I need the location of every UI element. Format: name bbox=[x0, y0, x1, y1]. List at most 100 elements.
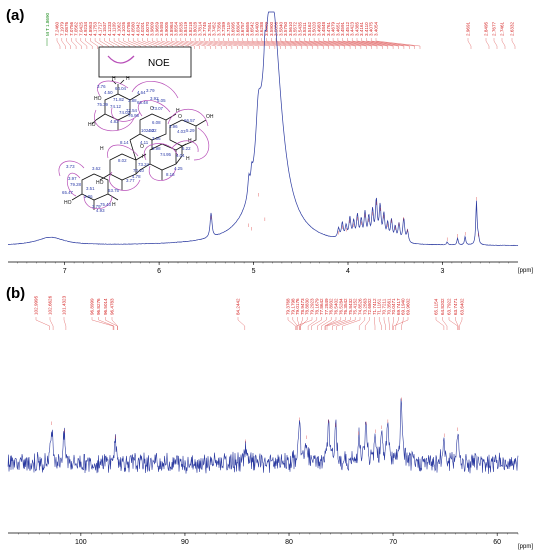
panel-a-peak-label: 7.0756 bbox=[69, 22, 74, 36]
panel-a-peak-marker: | bbox=[387, 222, 388, 227]
inset-shift-label: 3.73 bbox=[66, 164, 75, 169]
panel-a-label-connector bbox=[175, 38, 195, 49]
panel-b-tick-label: 80 bbox=[285, 539, 293, 546]
panel-b-peak-marker: | bbox=[245, 438, 246, 443]
panel-a-peak-label: 3.4110 bbox=[364, 22, 369, 36]
panel-a-peak-label: 4.9234 bbox=[83, 22, 88, 36]
inset-shift-label: 71.82 bbox=[113, 97, 125, 102]
panel-b-peak-label: 96.8999 bbox=[90, 298, 95, 315]
inset-shift-label: 4.25 bbox=[174, 166, 183, 171]
panel-a-peak-label: 3.6542 bbox=[250, 22, 255, 36]
panel-a-peak-label: 4.1062 bbox=[116, 22, 121, 36]
panel-a-peak-marker: | bbox=[478, 231, 479, 236]
panel-a-peak-label: 3.4983 bbox=[316, 22, 321, 36]
panel-b-peak-label: 74.8526 bbox=[358, 298, 363, 315]
panel-a-peak-label: 3.4761 bbox=[326, 22, 331, 36]
panel-a-peak-label: 3.5020 bbox=[312, 22, 317, 36]
panel-a-peak-label: 2.9691 bbox=[466, 22, 471, 36]
panel-b-label-connector bbox=[311, 317, 322, 330]
panel-b-label-connector bbox=[342, 317, 361, 330]
panel-b-spectrum: | | | | | | | | | | | | | | | | bbox=[7, 396, 519, 474]
panel-a-label-connector bbox=[199, 38, 222, 49]
panel-a-tick-label: 6 bbox=[157, 268, 161, 275]
panel-b-label-connector bbox=[455, 317, 459, 330]
panel-b-peak-marker: | bbox=[328, 418, 329, 423]
panel-a-peak-label: 2.7461 bbox=[500, 22, 505, 36]
panel-b-label-connector bbox=[111, 317, 118, 330]
inset-noe-arc bbox=[58, 160, 85, 177]
panel-a-peak-marker: | bbox=[476, 195, 477, 200]
panel-b-label-connector bbox=[383, 317, 386, 330]
panel-a-label-connector bbox=[66, 38, 71, 49]
panel-a-peak-marker: | bbox=[357, 215, 358, 220]
panel-a-peak-label: 7.0876 bbox=[64, 22, 69, 36]
panel-b-label-connector bbox=[317, 317, 327, 330]
panel-a-peak-marker: | bbox=[248, 222, 249, 227]
panel-b-peak-label: 102.6626 bbox=[48, 295, 53, 315]
panel-a-peak-label: 3.8984 bbox=[169, 22, 174, 36]
noe-legend-label: NOE bbox=[148, 58, 170, 69]
panel-b-peak-marker: | bbox=[387, 418, 388, 423]
panel-a-label-connector bbox=[318, 38, 356, 49]
noe-legend-arc-icon bbox=[107, 55, 135, 64]
panel-b-label-connector bbox=[324, 317, 337, 330]
inset-atom-label: HO bbox=[94, 96, 102, 102]
inset-shift-label: 75.43 bbox=[100, 202, 112, 207]
panel-a-label-connector bbox=[204, 38, 227, 49]
inset-noe-arc bbox=[94, 109, 135, 132]
panel-b-peak-marker: | bbox=[51, 420, 52, 425]
panel-b-peak-label: 70.3561 bbox=[386, 298, 391, 315]
panel-a-peak-marker: | bbox=[395, 225, 396, 230]
panel-b-label: (b) bbox=[6, 285, 25, 302]
inset-shift-label: 65.48 bbox=[137, 100, 149, 105]
panel-b-tick-label: 60 bbox=[493, 539, 501, 546]
panel-a-label-connector bbox=[61, 38, 66, 49]
inset-atom-label: H bbox=[142, 154, 146, 160]
panel-a-peak-label: 3.6288 bbox=[259, 22, 264, 36]
panel-b-label-connector bbox=[336, 317, 356, 330]
panel-a-label-connector bbox=[285, 38, 319, 49]
panel-a-peak-label: 2.8495 bbox=[484, 22, 489, 36]
panel-b-tick-label: 100 bbox=[75, 539, 87, 546]
panel-a-peak-label: 3.4161 bbox=[359, 22, 364, 36]
inset-atom-label: H bbox=[100, 146, 104, 152]
panel-b-peak-label: 64.8202 bbox=[440, 298, 445, 315]
panel-a-peak-marker: | bbox=[264, 216, 265, 221]
inset-atom-label: H bbox=[176, 108, 180, 114]
panel-a-peak-marker: | bbox=[465, 230, 466, 235]
panel-a-label: (a) bbox=[6, 7, 24, 24]
inset-shift-label: 72.54 bbox=[126, 108, 138, 113]
panel-a-label-connector bbox=[209, 38, 233, 49]
panel-b-peak-marker: | bbox=[375, 428, 376, 433]
panel-a-peak-label: 4.0201 bbox=[140, 22, 145, 36]
panel-b-label-connector bbox=[105, 317, 118, 330]
panel-a-peak-label: 4.1109 bbox=[112, 22, 117, 36]
panel-a-peak-label: 4.1537 bbox=[102, 22, 107, 36]
panel-a-peak-label: 3.4848 bbox=[321, 22, 326, 36]
panel-a-peak-label: 3.4054 bbox=[374, 22, 379, 36]
panel-a-peak-label: 3.9493 bbox=[159, 22, 164, 36]
panel-b-label-connector bbox=[299, 317, 303, 330]
panel-a-label-connector bbox=[347, 38, 388, 49]
panel-a-peak-label: 3.4385 bbox=[355, 22, 360, 36]
panel-a-label-connector bbox=[223, 38, 249, 49]
panel-a-label-connector bbox=[233, 38, 259, 49]
panel-b-peak-label: 76.5402 bbox=[334, 298, 339, 315]
panel-a-peak-marker: | bbox=[349, 218, 350, 223]
panel-a-label-connector bbox=[56, 38, 61, 49]
panel-a-label-connector bbox=[271, 38, 302, 49]
inset-shift-label: 3.76 bbox=[97, 84, 106, 89]
panel-a-tick-label: 5 bbox=[252, 268, 256, 275]
inset-shift-label: 5.05 bbox=[157, 98, 166, 103]
panel-a-label-connector bbox=[280, 38, 313, 49]
inset-shift-label: 76.96 bbox=[128, 113, 140, 118]
panel-a-peak-label: 4.0070 bbox=[145, 22, 150, 36]
panel-b-label-connector bbox=[392, 317, 394, 330]
panel-a-peak-label: 3.6757 bbox=[240, 22, 245, 36]
panel-a-peak-label: 4.0786 bbox=[126, 22, 131, 36]
inset-shift-label: 5.29 bbox=[186, 128, 195, 133]
panel-a-label-connector bbox=[185, 38, 206, 49]
inset-shift-label: 3.62 bbox=[92, 166, 101, 171]
